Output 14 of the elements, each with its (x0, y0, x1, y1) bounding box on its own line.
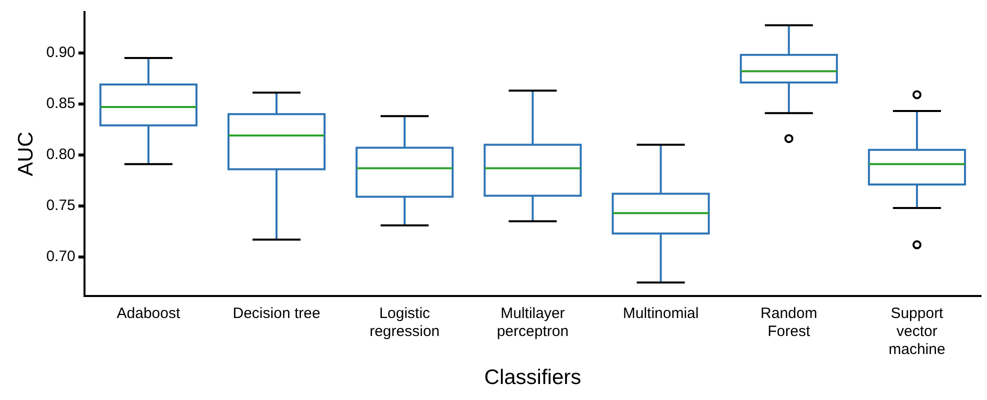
y-tick-label: 0.85 (46, 95, 76, 112)
x-axis-title: Classifiers (484, 366, 582, 390)
x-tick-label: Adaboost (116, 304, 181, 322)
x-tick-label: Support vector machine (888, 304, 946, 358)
y-axis-title: AUC (14, 132, 38, 176)
x-tick-label: Random Forest (760, 304, 818, 340)
y-tick-label: 0.90 (46, 44, 76, 61)
x-tick-label: Logistic regression (370, 304, 440, 340)
x-tick-label: Multilayer perceptron (496, 304, 569, 340)
y-tick-label: 0.75 (46, 197, 76, 214)
y-tick-label: 0.70 (46, 248, 76, 266)
y-tick-label: 0.80 (46, 146, 76, 164)
x-tick-label: Multinomial (622, 304, 699, 322)
x-tick-label: Decision tree (232, 304, 320, 322)
